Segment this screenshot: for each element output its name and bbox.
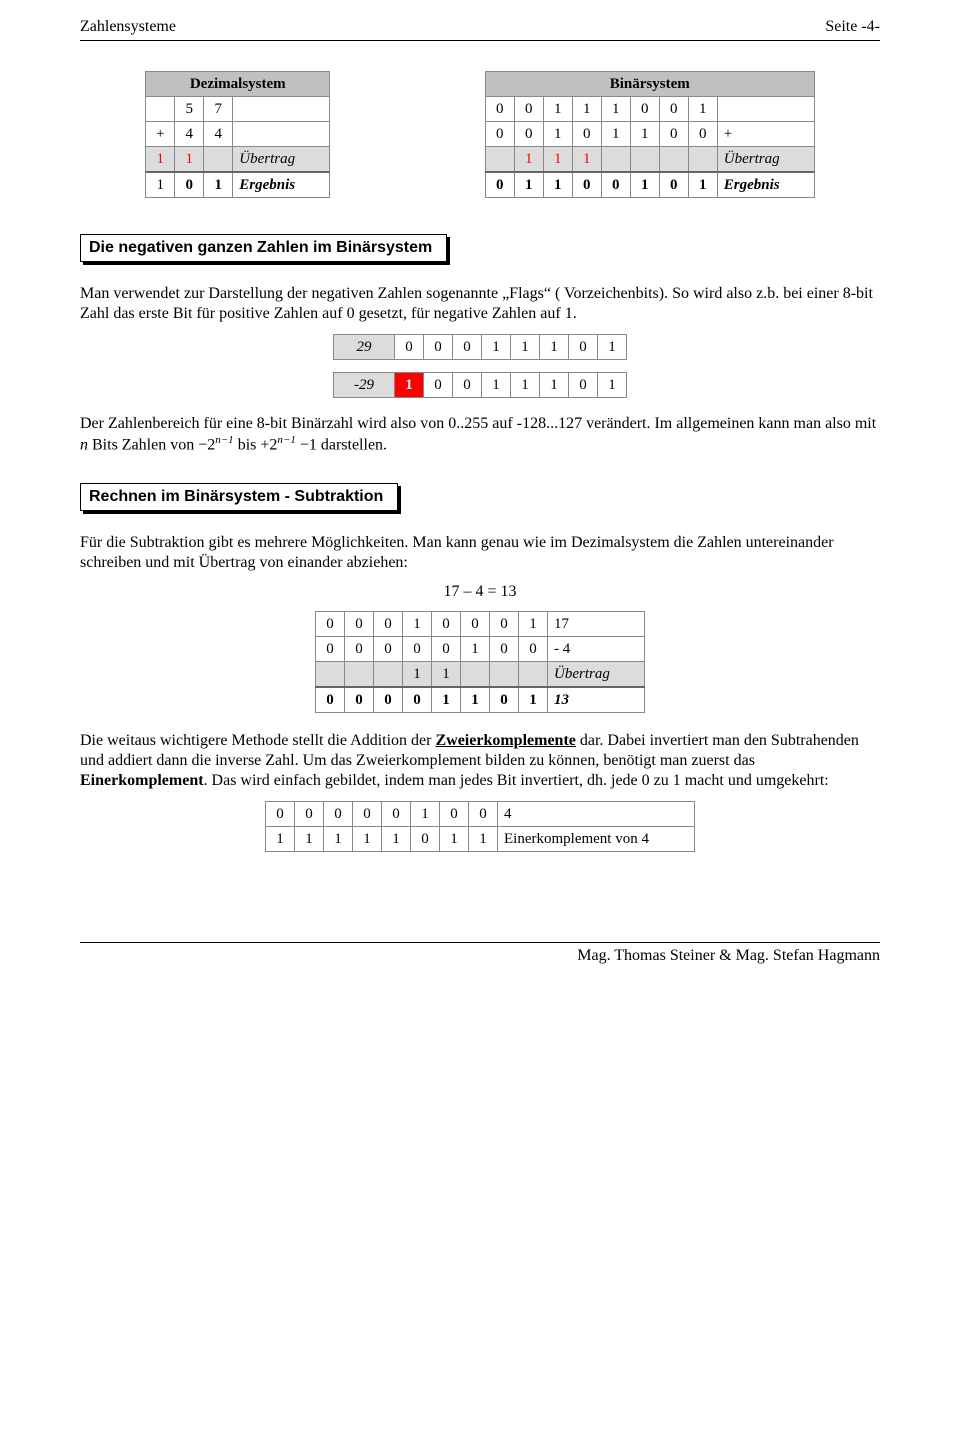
page-footer: Mag. Thomas Steiner & Mag. Stefan Hagman… [80, 947, 880, 965]
neg-p2-a: Der Zahlenbereich für eine 8-bit Binärza… [80, 415, 876, 432]
neg-p2-c: bis [234, 436, 261, 453]
header-rule [80, 40, 880, 41]
addition-tables-row: Dezimalsystem 57+4411Übertrag101Ergebnis… [80, 71, 880, 198]
sub-p2-zweier: Zweierkomplemente [435, 732, 575, 749]
neg-formula-exp1: n−1 [215, 434, 233, 446]
neg-paragraph-1: Man verwendet zur Darstellung der negati… [80, 284, 880, 324]
sub-p2-c: . Das wird einfach gebildet, indem man j… [204, 772, 829, 789]
sub-p2-a: Die weitaus wichtigere Methode stellt di… [80, 732, 435, 749]
page-header: Zahlensysteme Seite -4- [80, 18, 880, 36]
bin-title: Binärsystem [485, 72, 814, 97]
sign-table-negative: -2910011101 [333, 372, 627, 398]
neg-formula-1: −2 [198, 436, 215, 453]
neg-p2-n: n [80, 436, 88, 453]
section-heading-subtraction: Rechnen im Binärsystem - Subtraktion [80, 483, 398, 511]
neg-formula-2: +2 [260, 436, 277, 453]
sub-paragraph-1: Für die Subtraktion gibt es mehrere Mögl… [80, 533, 880, 573]
sub-p2-einer: Einerkomplement [80, 772, 204, 789]
sign-table-positive: 2900011101 [333, 334, 627, 360]
neg-paragraph-2: Der Zahlenbereich für eine 8-bit Binärza… [80, 414, 880, 455]
footer-rule [80, 942, 880, 943]
binary-addition-table: Binärsystem 0011100100101100+111Übertrag… [485, 71, 815, 198]
header-right: Seite -4- [825, 18, 880, 36]
footer-right: Mag. Thomas Steiner & Mag. Stefan Hagman… [577, 947, 880, 964]
dec-title: Dezimalsystem [146, 72, 330, 97]
sub-paragraph-2: Die weitaus wichtigere Methode stellt di… [80, 731, 880, 791]
sub-equation: 17 – 4 = 13 [80, 583, 880, 601]
neg-p2-b: Bits Zahlen von [88, 436, 198, 453]
subtraction-table: 000100011700000100- 411Übertrag000011011… [315, 611, 645, 713]
neg-formula-exp2: n−1 [277, 434, 295, 446]
section-heading-negative: Die negativen ganzen Zahlen im Binärsyst… [80, 234, 447, 262]
complement-table: 00000100411111011Einerkomplement von 4 [265, 801, 695, 852]
decimal-addition-table: Dezimalsystem 57+4411Übertrag101Ergebnis [145, 71, 330, 198]
header-left: Zahlensysteme [80, 18, 176, 36]
neg-p2-d: −1 darstellen. [296, 436, 387, 453]
